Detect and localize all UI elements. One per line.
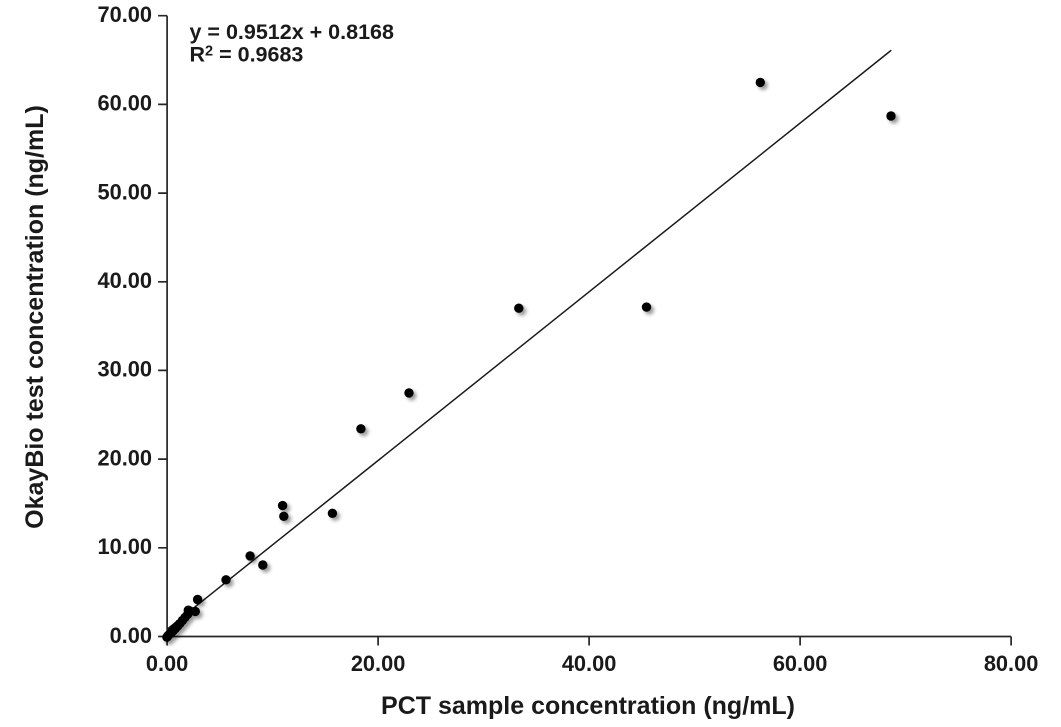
svg-text:20.00: 20.00 [97,445,152,470]
svg-text:y = 0.9512x + 0.8168: y = 0.9512x + 0.8168 [190,20,394,44]
svg-text:30.00: 30.00 [97,357,152,382]
svg-text:40.00: 40.00 [97,268,152,293]
svg-text:OkayBio test concentration (ng: OkayBio test concentration (ng/mL) [21,105,49,529]
svg-text:0.00: 0.00 [146,651,188,676]
svg-text:40.00: 40.00 [562,651,617,676]
svg-text:0.00: 0.00 [110,623,152,648]
svg-text:50.00: 50.00 [97,179,152,204]
svg-text:10.00: 10.00 [97,534,152,559]
svg-text:PCT sample concentration (ng/m: PCT sample concentration (ng/mL) [381,692,795,720]
svg-text:70.00: 70.00 [97,2,152,27]
svg-text:80.00: 80.00 [984,651,1039,676]
svg-text:20.00: 20.00 [351,651,406,676]
svg-text:60.00: 60.00 [97,91,152,116]
svg-text:R2 = 0.9683: R2 = 0.9683 [190,43,304,67]
svg-text:60.00: 60.00 [773,651,828,676]
